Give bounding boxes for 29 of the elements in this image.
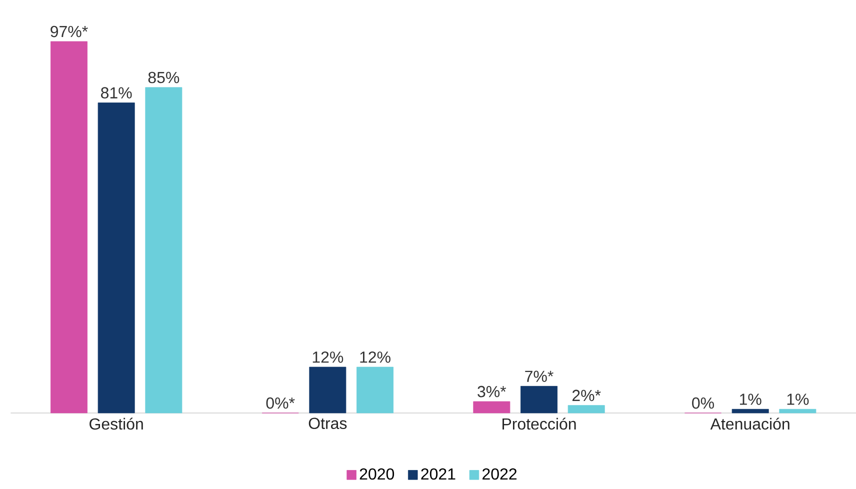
data-label: 12% xyxy=(312,352,344,363)
x-tick-label: Otras xyxy=(308,418,347,430)
bar xyxy=(779,408,816,414)
data-label: 7%* xyxy=(525,370,554,382)
legend-label: 2021 xyxy=(421,468,456,480)
data-label: 1% xyxy=(787,394,809,405)
x-tick-label: Gestión xyxy=(90,418,143,430)
bar xyxy=(145,87,182,414)
data-label: 12% xyxy=(360,352,390,363)
data-label: 85% xyxy=(148,72,180,84)
data-label: 81% xyxy=(101,87,132,98)
bar xyxy=(568,405,605,414)
data-label: 97%* xyxy=(50,26,88,38)
legend-label: 2020 xyxy=(360,468,394,480)
x-tick-label: Atenuación xyxy=(710,418,790,430)
data-label: 3%* xyxy=(478,386,506,398)
bar xyxy=(98,102,135,414)
bar xyxy=(309,366,346,414)
bar xyxy=(732,408,769,414)
data-label: 0%* xyxy=(266,397,295,409)
bar xyxy=(473,401,510,414)
x-tick-label: Protección xyxy=(502,418,576,430)
data-label: 0% xyxy=(692,397,714,409)
legend-label: 2022 xyxy=(482,468,517,480)
bar xyxy=(356,366,394,414)
data-label: 1% xyxy=(740,394,762,405)
bar xyxy=(520,386,558,414)
bar xyxy=(50,41,88,414)
data-label: 2%* xyxy=(572,390,601,402)
